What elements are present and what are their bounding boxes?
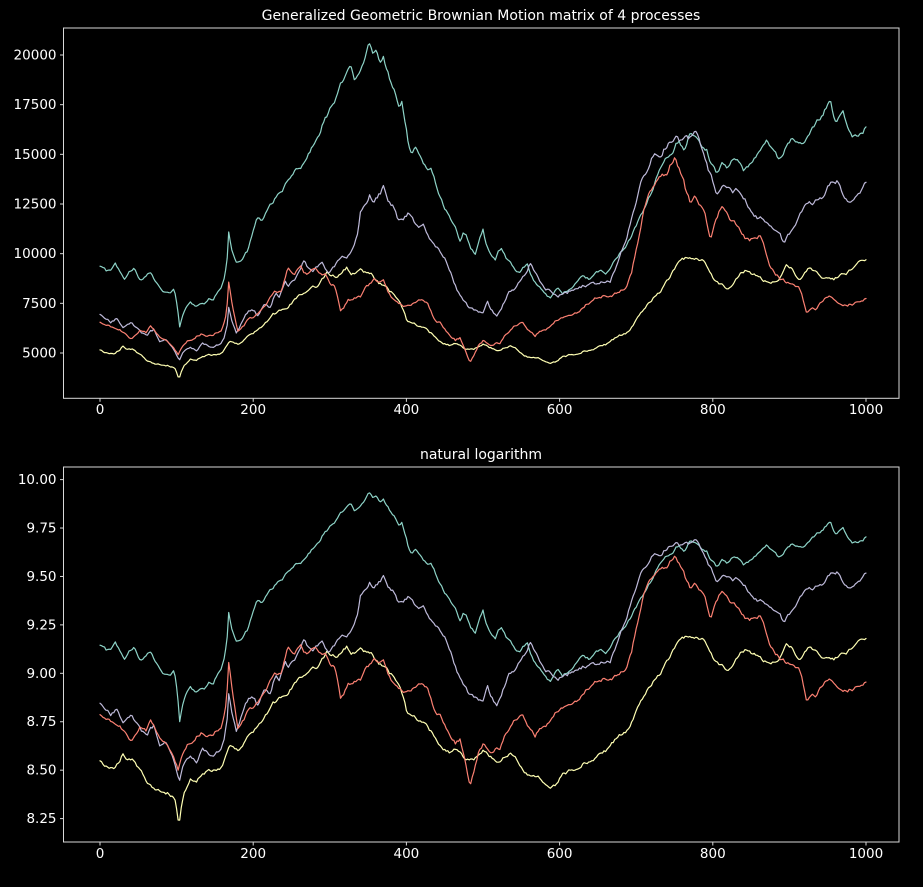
y-tick-label: 9.50 <box>26 569 56 585</box>
y-tick-label: 8.75 <box>26 714 56 730</box>
y-tick-label: 9.00 <box>26 666 56 682</box>
bottom-chart-title: natural logarithm <box>419 447 543 463</box>
top-chart-title: Generalized Geometric Brownian Motion ma… <box>261 8 701 24</box>
axes-frame <box>63 27 900 399</box>
x-tick-label: 400 <box>394 846 420 862</box>
x-tick-label: 1000 <box>849 402 883 418</box>
x-tick-label: 0 <box>96 402 105 418</box>
x-tick-label: 1000 <box>849 846 883 862</box>
y-tick-label: 8.50 <box>26 763 56 779</box>
x-tick-label: 200 <box>240 846 266 862</box>
y-tick-label: 7500 <box>22 296 56 312</box>
y-tick-label: 9.75 <box>26 521 56 537</box>
y-tick-label: 20000 <box>14 48 57 64</box>
y-tick-label: 15000 <box>14 147 57 163</box>
series-line-process-4-salmon <box>99 555 867 785</box>
y-tick-label: 12500 <box>14 197 57 213</box>
x-tick-label: 200 <box>240 402 266 418</box>
series-line-process-3-lavender <box>99 539 867 781</box>
x-tick-label: 400 <box>394 402 420 418</box>
series-line-process-2-yellow <box>99 256 867 378</box>
y-tick-label: 5000 <box>22 346 56 362</box>
x-tick-label: 600 <box>547 846 573 862</box>
series-line-process-1-teal <box>99 43 867 328</box>
x-tick-label: 600 <box>547 402 573 418</box>
y-tick-label: 17500 <box>14 97 57 113</box>
series-line-process-2-yellow <box>99 635 867 821</box>
x-tick-label: 800 <box>700 846 726 862</box>
axes-frame <box>63 466 900 843</box>
series-line-process-1-teal <box>99 492 867 723</box>
y-tick-label: 9.25 <box>26 617 56 633</box>
y-tick-label: 8.25 <box>26 811 56 827</box>
x-tick-label: 800 <box>700 402 726 418</box>
series-line-process-3-lavender <box>99 130 867 361</box>
series-line-process-4-salmon <box>99 157 867 362</box>
y-tick-label: 10000 <box>14 246 57 262</box>
y-tick-label: 10.00 <box>18 472 57 488</box>
x-tick-label: 0 <box>96 846 105 862</box>
